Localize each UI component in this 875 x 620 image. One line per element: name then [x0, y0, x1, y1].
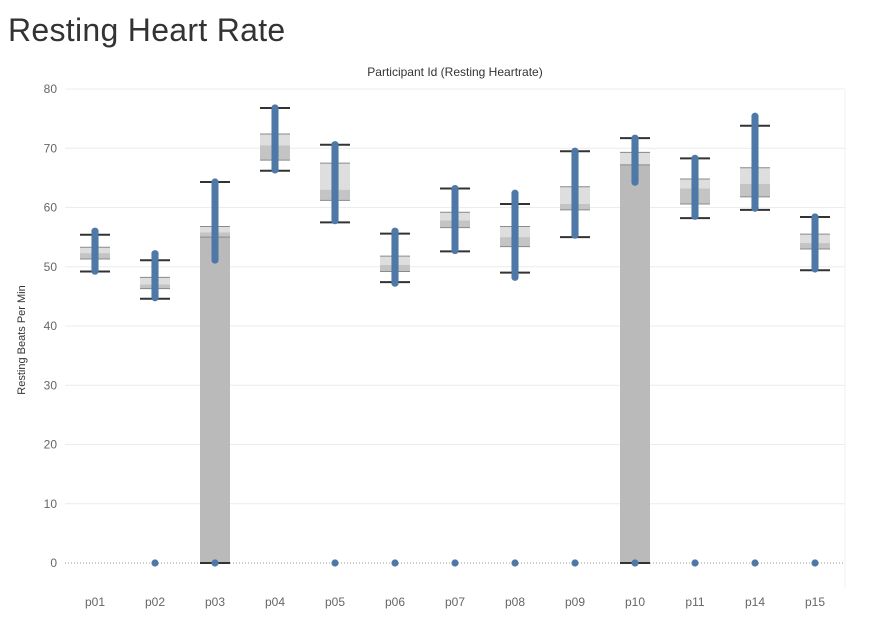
x-axis-ticks: p01 p02 p03 p04 p05 p06 p07 p08 p09 p10 p11 p14 p15 — [85, 595, 825, 609]
y-tick-label: 80 — [44, 82, 58, 96]
chart-title: Participant Id (Resting Heartrate) — [367, 65, 542, 79]
data-point — [391, 279, 399, 287]
data-point-zero — [571, 559, 579, 567]
data-point — [751, 204, 759, 212]
grid-lines — [65, 88, 846, 588]
data-point — [151, 294, 159, 302]
data-point-zero — [451, 559, 459, 567]
y-axis-label: Resting Beats Per Min — [16, 285, 28, 394]
data-point-zero — [811, 559, 819, 567]
x-tick-label: p08 — [505, 595, 525, 609]
data-point-zero — [631, 559, 639, 567]
x-tick-label: p15 — [805, 595, 825, 609]
x-tick-label: p04 — [265, 595, 285, 609]
x-tick-label: p01 — [85, 595, 105, 609]
data-point-zero — [211, 559, 219, 567]
x-tick-label: p14 — [745, 595, 765, 609]
y-tick-label: 40 — [44, 319, 58, 333]
y-tick-label: 30 — [44, 378, 58, 392]
data-point — [511, 273, 519, 281]
y-axis-ticks: 0 10 20 30 40 50 60 70 80 — [44, 82, 58, 570]
y-tick-label: 0 — [50, 556, 57, 570]
y-tick-label: 70 — [44, 141, 58, 155]
x-tick-label: p07 — [445, 595, 465, 609]
y-tick-label: 50 — [44, 260, 58, 274]
x-tick-label: p06 — [385, 595, 405, 609]
x-tick-label: p10 — [625, 595, 645, 609]
data-points — [91, 104, 819, 567]
bar — [620, 164, 650, 563]
x-tick-label: p11 — [685, 595, 704, 609]
data-point-zero — [691, 559, 699, 567]
boxes — [80, 106, 830, 564]
x-tick-label: p02 — [145, 595, 165, 609]
x-tick-label: p03 — [205, 595, 225, 609]
bar — [200, 237, 230, 563]
page-title: Resting Heart Rate — [8, 12, 286, 48]
y-tick-label: 60 — [44, 201, 58, 215]
x-tick-label: p05 — [325, 595, 345, 609]
x-tick-label: p09 — [565, 595, 585, 609]
data-point-zero — [151, 559, 159, 567]
data-point — [271, 166, 279, 174]
data-point — [631, 178, 639, 186]
data-point — [811, 265, 819, 273]
y-tick-label: 20 — [44, 438, 58, 452]
data-point-zero — [331, 559, 339, 567]
bars — [200, 164, 650, 563]
data-point — [211, 256, 219, 264]
data-point — [691, 212, 699, 220]
data-point-zero — [751, 559, 759, 567]
data-point — [451, 246, 459, 255]
data-point — [331, 217, 339, 225]
data-point — [571, 231, 579, 239]
y-tick-label: 10 — [44, 497, 58, 511]
data-point-zero — [511, 559, 519, 567]
data-point — [91, 267, 99, 275]
data-point-zero — [391, 559, 399, 567]
